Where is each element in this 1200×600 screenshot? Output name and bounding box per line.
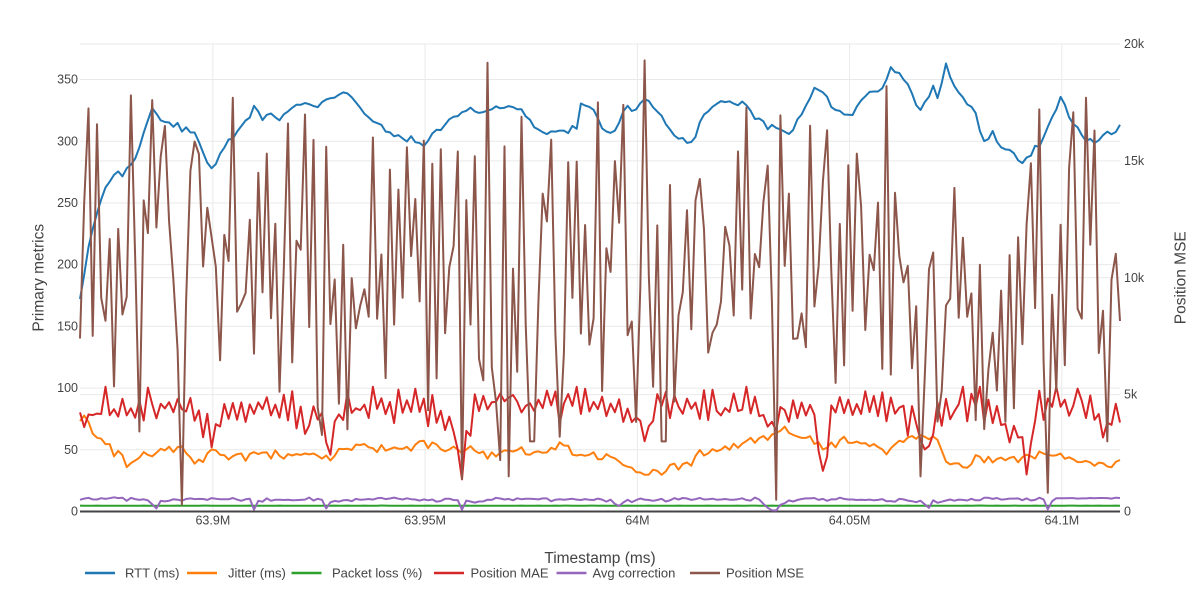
left-y-tick-label-50: 50	[64, 443, 78, 457]
left-y-axis-tick-labels: 0 50 100 150 200 250 300 350	[57, 73, 78, 519]
left-y-tick-label-200: 200	[57, 258, 78, 272]
legend-label-rtt-ms: RTT (ms)	[125, 566, 179, 581]
legend-item-avg-correction[interactable]: Avg correction	[556, 566, 676, 581]
legend-item-jitter-ms[interactable]: Jitter (ms)	[187, 566, 286, 581]
right-y-tick-label-15k: 15k	[1124, 154, 1145, 168]
x-axis-tick-labels: 63.9M 63.95M 64M 64.05M 64.1M	[195, 514, 1079, 528]
data-series	[79, 59, 1121, 512]
right-y-axis-title: Position MSE	[1173, 231, 1190, 324]
series-line-jitter-ms	[79, 414, 1121, 476]
left-y-tick-label-100: 100	[57, 381, 78, 395]
legend-item-position-mse[interactable]: Position MSE	[690, 566, 804, 581]
x-tick-label-64.1M: 64.1M	[1044, 514, 1079, 528]
legend-label-packet-loss: Packet loss (%)	[332, 566, 422, 581]
left-y-tick-label-350: 350	[57, 73, 78, 87]
right-y-tick-label-20k: 20k	[1124, 37, 1145, 51]
series-line-avg-correction	[79, 496, 1121, 512]
left-y-tick-label-250: 250	[57, 196, 78, 210]
x-tick-label-63.95M: 63.95M	[404, 514, 446, 528]
legend-item-packet-loss[interactable]: Packet loss (%)	[291, 566, 423, 581]
left-y-tick-label-0: 0	[71, 505, 78, 519]
legend-label-position-mae: Position MAE	[471, 566, 549, 581]
x-axis-title: Timestamp (ms)	[544, 550, 655, 567]
left-y-axis-title: Primary metrics	[31, 224, 48, 332]
series-line-position-mse	[79, 59, 1121, 506]
right-y-axis-tick-labels: 0 5k 10k 15k 20k	[1124, 37, 1145, 519]
series-line-position-mae	[79, 385, 1121, 481]
x-tick-label-64M: 64M	[625, 514, 649, 528]
left-y-tick-label-150: 150	[57, 319, 78, 333]
right-y-tick-label-10k: 10k	[1124, 271, 1145, 285]
legend: RTT (ms) Jitter (ms) Packet loss (%) Positi…	[85, 566, 804, 581]
right-y-tick-label-0: 0	[1124, 505, 1131, 519]
left-y-tick-label-300: 300	[57, 134, 78, 148]
x-tick-label-64.05M: 64.05M	[829, 514, 871, 528]
legend-label-avg-correction: Avg correction	[593, 566, 676, 581]
series-line-rtt-ms	[79, 62, 1121, 300]
legend-label-position-mse: Position MSE	[726, 566, 804, 581]
legend-item-rtt-ms[interactable]: RTT (ms)	[85, 566, 179, 581]
legend-label-jitter-ms: Jitter (ms)	[228, 566, 286, 581]
x-tick-label-63.9M: 63.9M	[195, 514, 230, 528]
legend-item-position-mae[interactable]: Position MAE	[434, 566, 549, 581]
right-y-tick-label-5k: 5k	[1124, 388, 1138, 402]
